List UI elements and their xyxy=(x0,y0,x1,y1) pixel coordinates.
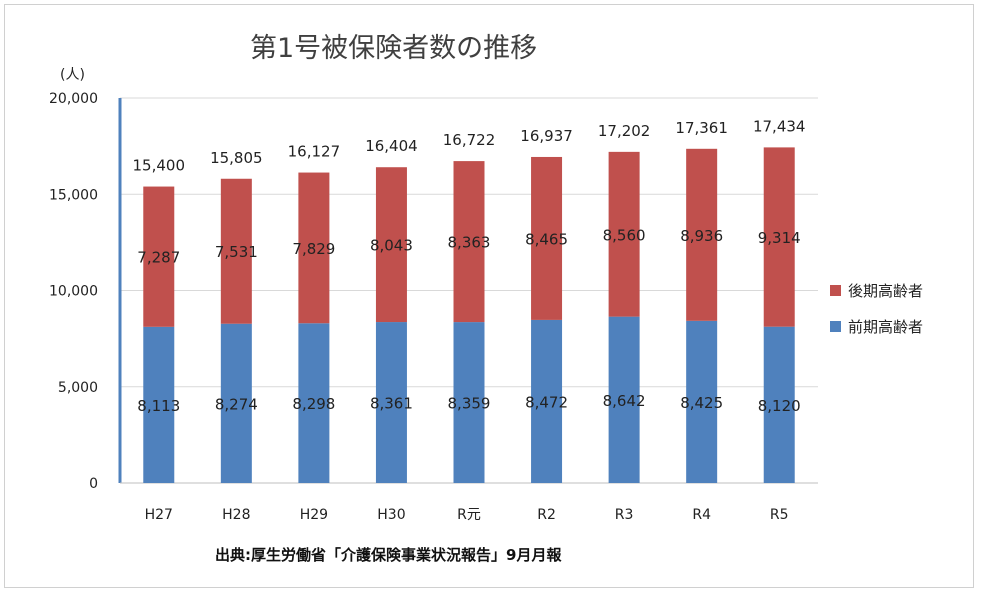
bar-segment-late-elderly xyxy=(143,186,175,327)
bar-segment-early-elderly xyxy=(531,319,563,483)
bar-segment-late-elderly xyxy=(531,156,563,320)
total-label: 16,404 xyxy=(365,137,418,155)
bar-segment-early-elderly xyxy=(143,326,175,483)
legend-swatch-early-elderly xyxy=(830,321,841,332)
data-label-early-elderly: 8,425 xyxy=(680,394,723,412)
bar-segment-late-elderly xyxy=(453,161,485,323)
total-label: 16,937 xyxy=(520,127,573,145)
data-label-late-elderly: 8,043 xyxy=(370,237,413,255)
x-tick-label: H30 xyxy=(377,507,405,523)
total-label: 15,400 xyxy=(133,157,186,175)
total-label: 17,434 xyxy=(753,117,806,135)
data-label-early-elderly: 8,359 xyxy=(448,395,491,413)
x-tick-label: H27 xyxy=(145,507,173,523)
x-tick-label: H29 xyxy=(300,507,328,523)
data-label-early-elderly: 8,642 xyxy=(603,392,646,410)
data-label-early-elderly: 8,472 xyxy=(525,393,568,411)
data-label-early-elderly: 8,298 xyxy=(292,395,335,413)
data-label-late-elderly: 7,287 xyxy=(137,249,180,267)
total-label: 17,202 xyxy=(598,122,651,140)
legend-label-early-elderly: 前期高齢者 xyxy=(848,318,924,336)
data-label-early-elderly: 8,120 xyxy=(758,397,801,415)
data-label-late-elderly: 9,314 xyxy=(758,229,801,247)
bar-segment-early-elderly xyxy=(298,323,330,483)
x-tick-label: R3 xyxy=(615,507,634,523)
bar-segment-late-elderly xyxy=(220,178,252,324)
bar-segment-early-elderly xyxy=(220,323,252,483)
bar-segment-late-elderly xyxy=(375,167,407,323)
x-tick-label: R元 xyxy=(457,507,481,523)
y-tick-label: 5,000 xyxy=(58,380,98,396)
y-tick-label: 0 xyxy=(89,476,98,492)
bar-segment-late-elderly xyxy=(298,172,330,324)
x-tick-label: R5 xyxy=(770,507,789,523)
legend-swatch-late-elderly xyxy=(830,285,841,296)
bar-segment-early-elderly xyxy=(608,316,640,483)
y-tick-label: 10,000 xyxy=(49,284,98,300)
data-label-late-elderly: 7,531 xyxy=(215,243,258,261)
total-label: 15,805 xyxy=(210,149,263,167)
data-label-late-elderly: 8,465 xyxy=(525,230,568,248)
x-tick-label: R2 xyxy=(537,507,556,523)
total-label: 17,361 xyxy=(675,119,728,137)
total-label: 16,722 xyxy=(443,131,496,149)
data-label-late-elderly: 7,829 xyxy=(292,240,335,258)
bar-segment-early-elderly xyxy=(686,320,718,483)
data-label-early-elderly: 8,274 xyxy=(215,395,258,413)
bar-segment-early-elderly xyxy=(763,326,795,483)
data-label-early-elderly: 8,113 xyxy=(137,397,180,415)
y-axis-unit-label: (人) xyxy=(60,67,85,83)
bar-segment-early-elderly xyxy=(375,322,407,483)
y-tick-label: 15,000 xyxy=(49,187,98,203)
data-label-late-elderly: 8,560 xyxy=(603,226,646,244)
source-note: 出典:厚生労働省「介護保険事業状況報告」9月月報 xyxy=(215,546,562,564)
data-label-late-elderly: 8,363 xyxy=(448,234,491,252)
legend-label-late-elderly: 後期高齢者 xyxy=(848,282,924,300)
bar-segment-late-elderly xyxy=(686,148,718,321)
bar-segment-late-elderly xyxy=(608,151,640,317)
chart-title: 第1号被保険者数の推移 xyxy=(250,33,538,64)
total-label: 16,127 xyxy=(288,143,341,161)
bar-segment-late-elderly xyxy=(763,147,795,327)
legend-item-late-elderly: 後期高齢者 xyxy=(830,280,923,301)
bar-segment-early-elderly xyxy=(453,322,485,483)
x-tick-label: R4 xyxy=(692,507,711,523)
data-label-late-elderly: 8,936 xyxy=(680,227,723,245)
data-label-early-elderly: 8,361 xyxy=(370,395,413,413)
legend-item-early-elderly: 前期高齢者 xyxy=(830,316,923,337)
chart-frame xyxy=(4,4,974,588)
x-tick-label: H28 xyxy=(222,507,250,523)
y-tick-label: 20,000 xyxy=(49,91,98,107)
